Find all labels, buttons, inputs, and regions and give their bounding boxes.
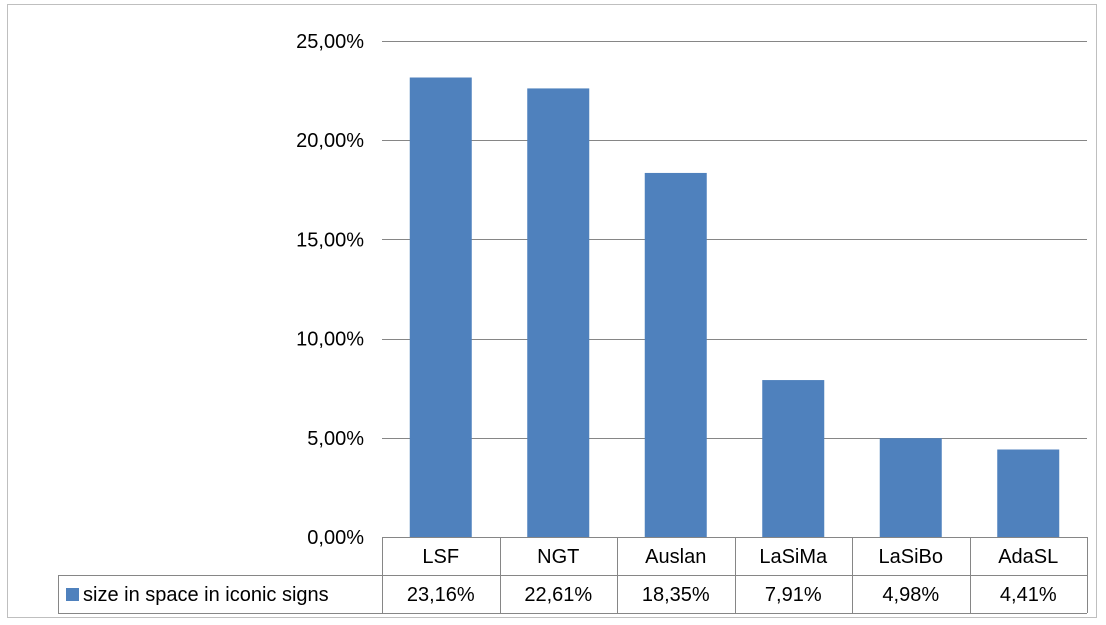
data-value-label: 7,91%	[765, 584, 822, 606]
bar-lasibo	[879, 438, 942, 537]
bar-auslan	[644, 172, 707, 537]
y-tick-label: 10,00%	[296, 329, 364, 351]
data-value-label: 22,61%	[524, 584, 592, 606]
y-tick-label: 20,00%	[296, 130, 364, 152]
bars	[409, 77, 1060, 537]
gridlines	[382, 41, 1087, 439]
data-value-label: 4,98%	[882, 584, 939, 606]
legend-series-name: size in space in iconic signs	[83, 584, 329, 606]
data-value-label: 4,41%	[1000, 584, 1057, 606]
y-tick-label: 15,00%	[296, 229, 364, 251]
x-category-label: Auslan	[645, 546, 706, 568]
data-table: LSF NGT Auslan LaSiMa LaSiBo AdaSL 23,16% 22,61…	[58, 537, 1088, 614]
bar-lsf	[409, 77, 472, 537]
y-tick-label: 5,00%	[307, 428, 364, 450]
y-tick-label: 0,00%	[307, 527, 364, 549]
x-category-label: LSF	[422, 546, 459, 568]
x-category-label: LaSiMa	[759, 546, 828, 568]
data-value-label: 18,35%	[642, 584, 710, 606]
bar-adasl	[997, 449, 1060, 537]
x-category-label: LaSiBo	[879, 546, 944, 568]
legend-swatch	[66, 588, 79, 601]
data-value-label: 23,16%	[407, 584, 475, 606]
bar-ngt	[527, 88, 590, 537]
bar-lasima	[762, 380, 825, 537]
y-axis-tick-labels: 0,00% 5,00% 10,00% 15,00% 20,00% 25,00%	[296, 31, 364, 549]
y-tick-label: 25,00%	[296, 31, 364, 53]
x-category-label: NGT	[537, 546, 579, 568]
x-category-label: AdaSL	[998, 546, 1058, 568]
